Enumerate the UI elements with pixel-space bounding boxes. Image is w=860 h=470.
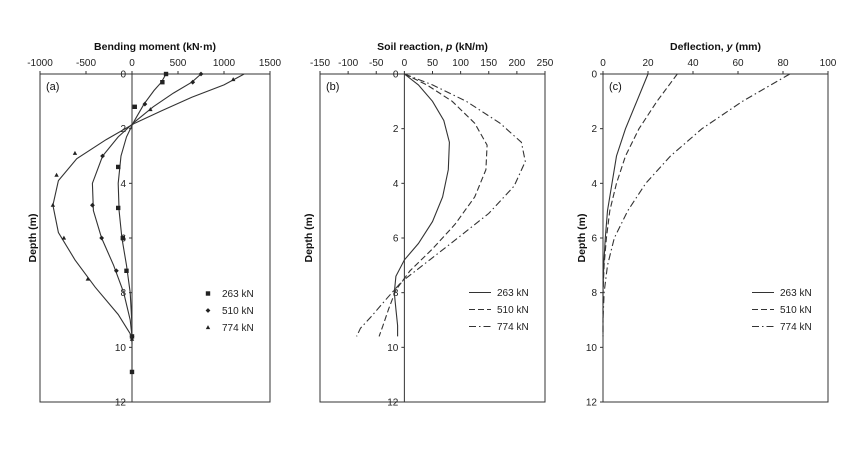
x-tick-label: 200 — [509, 58, 526, 69]
panel-label: (a) — [46, 81, 59, 93]
data-point — [132, 104, 137, 109]
x-tick-label: -150 — [310, 58, 330, 69]
legend-label: 263 kN — [222, 289, 254, 300]
x-tick-label: 1500 — [259, 58, 282, 69]
legend-label: 510 kN — [222, 306, 254, 317]
data-point — [142, 101, 148, 107]
y-tick-label: 12 — [586, 398, 598, 409]
panel-label: (c) — [609, 81, 622, 93]
plot-frame — [39, 73, 271, 403]
data-point — [99, 235, 105, 241]
x-tick-label: 0 — [600, 58, 606, 69]
y-tick-label: 8 — [393, 288, 399, 299]
series-line-263-kn — [602, 73, 649, 334]
panel-a: -1000-500050010001500024681012Bending mo… — [27, 41, 282, 409]
y-tick-label: 6 — [591, 234, 597, 245]
x-tick-label: 100 — [820, 58, 837, 69]
panel-c: 0 20 40 60 80 100 0 2 4 6 8 10 12 Deflection, y (mm) D… — [576, 41, 837, 409]
data-point — [54, 172, 59, 177]
x-tick-label: 40 — [687, 58, 699, 69]
y-tick-label: 8 — [591, 288, 597, 299]
data-point — [129, 369, 135, 375]
x-tick-label: 250 — [537, 58, 554, 69]
y-tick-label: 4 — [393, 179, 399, 190]
data-point — [50, 202, 56, 207]
series-line-510-kn — [91, 73, 202, 345]
x-tick-label: 0 — [402, 58, 408, 69]
x-tick-label: 20 — [642, 58, 654, 69]
data-point — [148, 107, 153, 112]
y-tick-label: 0 — [393, 70, 399, 81]
x-tick-label: 150 — [480, 58, 497, 69]
x-tick-label: 100 — [452, 58, 469, 69]
y-tick-label: 0 — [120, 70, 126, 81]
data-point — [124, 268, 129, 273]
chart-title: Bending moment (kN·m) — [94, 41, 216, 53]
y-axis-label: Depth (m) — [303, 214, 315, 263]
legend-label: 510 kN — [780, 305, 812, 316]
data-point — [90, 202, 95, 208]
y-tick-label: 12 — [115, 398, 127, 409]
legend-label: 774 kN — [780, 322, 812, 333]
y-tick-label: 4 — [120, 179, 126, 190]
data-point — [120, 235, 125, 241]
x-tick-label: -500 — [76, 58, 96, 69]
series-line-510-kn — [602, 73, 678, 337]
data-point — [129, 336, 135, 341]
legend-label: 774 kN — [497, 322, 529, 333]
series-line-510-kn — [378, 73, 488, 337]
x-tick-label: -100 — [338, 58, 358, 69]
series-line-774-kn — [52, 73, 245, 343]
data-point — [163, 71, 169, 77]
chart-title: Soil reaction, p (kN/m) — [377, 41, 488, 53]
chart-title: Deflection, y (mm) — [670, 41, 761, 53]
legend-label: 263 kN — [497, 288, 529, 299]
legend-label: 774 kN — [222, 323, 254, 334]
y-tick-label: 4 — [591, 179, 597, 190]
plot-frame — [319, 73, 546, 403]
panel-b: -150 -100 -50 0 50 100 150 200 250 0 2 4 6 8 10 12 Soil … — [303, 41, 554, 409]
y-tick-label: 10 — [586, 343, 598, 354]
data-point — [72, 150, 78, 155]
data-point — [116, 164, 121, 170]
y-tick-label: 2 — [393, 124, 399, 135]
y-tick-label: 10 — [387, 343, 399, 354]
panel-label: (b) — [326, 81, 339, 93]
x-tick-label: -1000 — [27, 58, 53, 69]
legend-marker — [205, 291, 211, 296]
x-tick-label: 60 — [732, 58, 744, 69]
x-tick-label: 50 — [427, 58, 439, 69]
x-tick-label: 0 — [129, 58, 135, 69]
x-tick-label: -50 — [369, 58, 384, 69]
series-line-263-kn — [117, 73, 167, 372]
legend-marker — [205, 308, 211, 313]
y-tick-label: 10 — [115, 343, 127, 354]
data-point — [190, 79, 196, 85]
x-tick-label: 1000 — [213, 58, 236, 69]
series-line-263-kn — [393, 73, 450, 337]
series-line-774-kn — [602, 73, 791, 340]
y-tick-label: 2 — [591, 124, 597, 135]
y-tick-label: 12 — [387, 398, 399, 409]
y-axis-label: Depth (m) — [27, 214, 39, 263]
y-tick-label: 6 — [393, 234, 399, 245]
data-point — [100, 153, 105, 159]
series-line-774-kn — [356, 73, 526, 337]
data-point — [113, 268, 119, 274]
x-tick-label: 80 — [777, 58, 789, 69]
data-point — [85, 276, 91, 281]
data-point — [61, 235, 67, 240]
x-tick-label: 500 — [170, 58, 187, 69]
data-point — [231, 77, 236, 82]
data-point — [160, 80, 165, 85]
legend-marker — [205, 325, 211, 330]
legend-label: 510 kN — [497, 305, 529, 316]
y-axis-label: Depth (m) — [576, 214, 588, 263]
data-point — [198, 71, 204, 77]
data-point — [116, 205, 121, 211]
legend-label: 263 kN — [780, 288, 812, 299]
y-tick-label: 0 — [591, 70, 597, 81]
plot-frame — [602, 73, 829, 403]
